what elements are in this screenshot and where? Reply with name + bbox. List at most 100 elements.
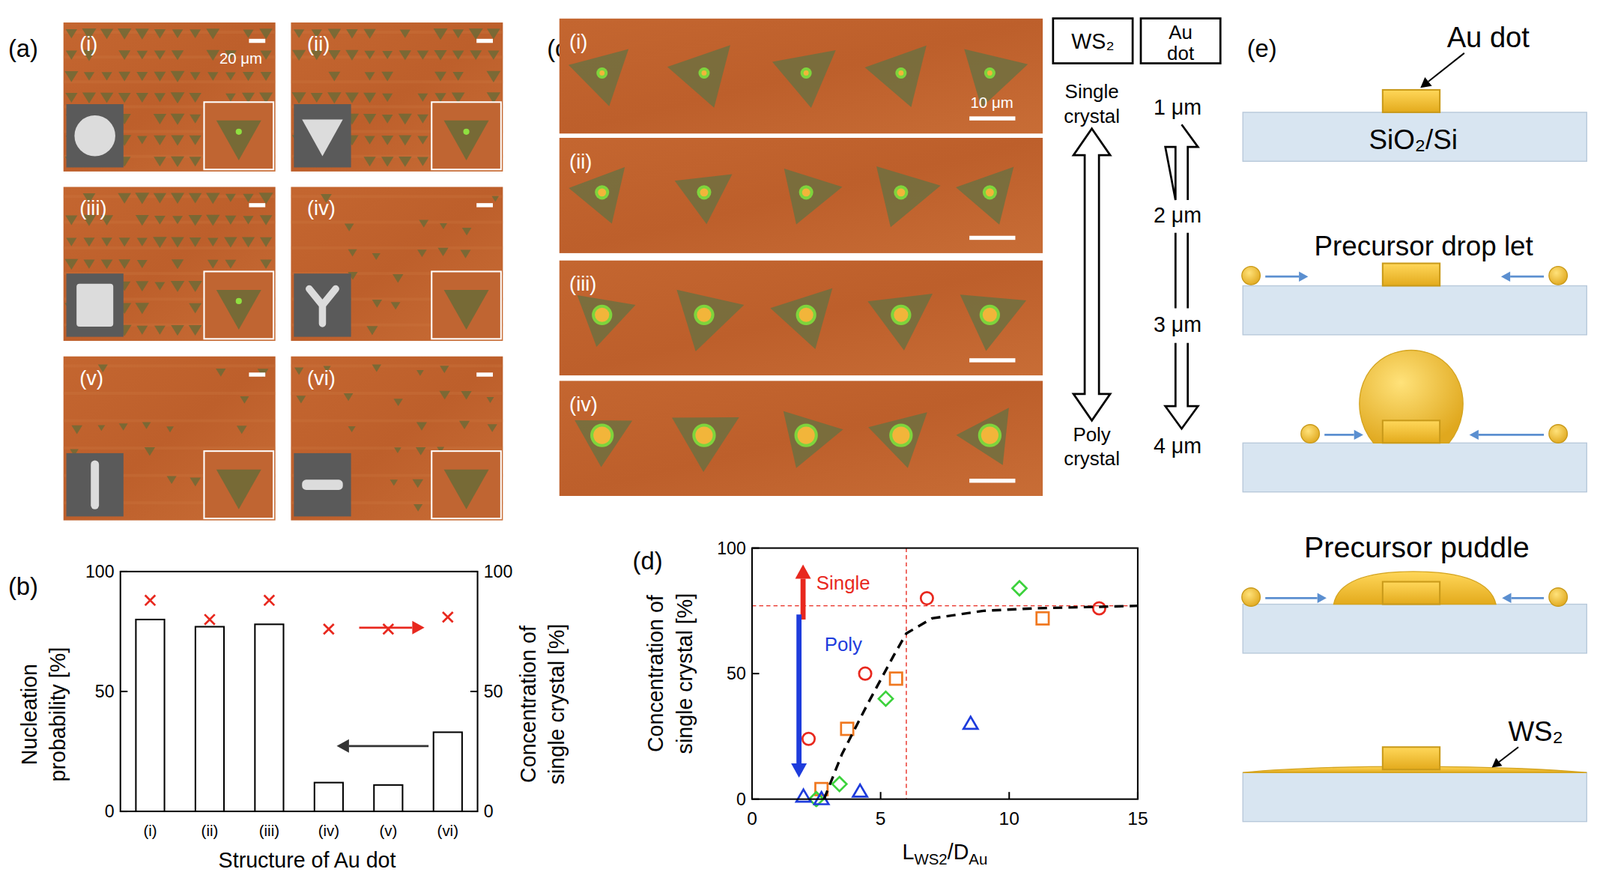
substrate [1242, 442, 1587, 492]
label: 15 [1127, 808, 1148, 829]
marker [1011, 581, 1027, 596]
arrow-head [791, 763, 807, 778]
reference-line [752, 605, 1138, 606]
label: (iii) [259, 822, 280, 839]
marker [859, 667, 872, 680]
crystal [170, 135, 184, 147]
micrograph-bg [559, 18, 1044, 135]
flow-arrow [1501, 593, 1544, 603]
au-dot [599, 70, 605, 76]
au-halo [890, 304, 911, 326]
crystal [344, 223, 355, 232]
crystal [366, 325, 378, 335]
crystal [64, 259, 78, 270]
crystal [486, 71, 501, 83]
streak [62, 418, 275, 422]
streak [290, 55, 503, 59]
crystal [863, 45, 941, 117]
sem-inset [66, 453, 124, 517]
label-sub: WS2 [913, 850, 947, 868]
zoom-crystal [444, 469, 490, 510]
label: (i) [143, 822, 157, 839]
au-halo [982, 185, 998, 200]
label: single crystal [%] [544, 623, 569, 786]
marker [878, 691, 893, 706]
cross-marker [145, 595, 156, 606]
crystal [83, 71, 95, 81]
micrograph-bg [559, 137, 1044, 254]
crystal [567, 49, 639, 113]
crystal [439, 365, 449, 374]
crystal [259, 237, 272, 248]
crystal [82, 92, 96, 104]
au-halo [796, 304, 817, 326]
crystal [345, 50, 359, 61]
crystal [205, 214, 220, 227]
micrograph [62, 22, 275, 172]
flow-arrow [1501, 271, 1544, 281]
crystal [64, 71, 78, 83]
streak [62, 446, 275, 450]
crystal [259, 214, 273, 225]
crystal [398, 135, 412, 147]
arrow-shaft [1324, 433, 1355, 436]
cross-marker [383, 623, 395, 635]
guide-line [823, 605, 1138, 800]
zoom-crystal [216, 120, 262, 161]
crystal [328, 71, 341, 82]
zoom-inset [431, 271, 502, 339]
micrograph [290, 186, 503, 341]
crystal [345, 92, 359, 104]
crystal [242, 71, 254, 81]
crystal [417, 50, 430, 60]
crystal [416, 422, 427, 431]
marker [841, 722, 854, 735]
label: WS₂ [1071, 29, 1114, 54]
crystal [135, 28, 150, 40]
au-dot [802, 188, 811, 197]
crystal [372, 299, 383, 308]
zoom-crystal [444, 120, 490, 161]
bar [195, 626, 224, 812]
marker [802, 732, 815, 745]
arrow-shaft [1510, 275, 1544, 278]
cross-marker [204, 614, 215, 625]
arrow-head [1469, 429, 1479, 440]
crystal [292, 92, 307, 104]
crystal [452, 50, 465, 60]
droplet [1549, 266, 1568, 286]
label: Concentration of [516, 625, 541, 783]
crystal [71, 425, 83, 435]
crystal [381, 71, 394, 82]
au-halo [698, 67, 710, 79]
tick [470, 570, 478, 573]
label: Au [1168, 21, 1193, 43]
arrow-shaft [1478, 433, 1544, 436]
au-halo [590, 423, 614, 447]
label: Structure of Au dot [218, 847, 397, 872]
sem-dot [301, 479, 343, 490]
crystal [566, 290, 636, 354]
arrow-head [1420, 77, 1432, 88]
micrograph-bg [559, 380, 1044, 496]
label: (iv) [307, 196, 336, 220]
crystal [172, 215, 183, 224]
crystal [119, 423, 129, 430]
crystal [137, 50, 149, 60]
crystal [239, 396, 249, 404]
crystal [189, 135, 202, 146]
substrate [1242, 112, 1587, 162]
crystal [205, 192, 221, 204]
marker [832, 776, 847, 792]
figure: (a)(i)20 μm(ii)(iii)(iv)(v)(vi)(c)(i)10 … [0, 0, 1600, 890]
sem-dot [74, 115, 115, 156]
au-halo [800, 67, 812, 79]
crystal [242, 29, 254, 38]
crystal [137, 259, 148, 269]
label: 0 [736, 789, 747, 809]
crystal [417, 93, 429, 102]
crystal [771, 50, 842, 112]
crystal [296, 395, 307, 403]
label: (i) [569, 29, 588, 54]
crystal [381, 156, 395, 167]
